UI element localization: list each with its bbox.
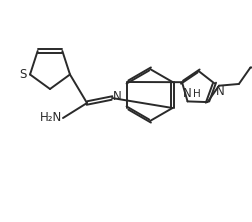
- Text: N: N: [113, 91, 122, 103]
- Text: N: N: [216, 85, 225, 98]
- Text: N: N: [183, 87, 192, 100]
- Text: H: H: [193, 89, 200, 99]
- Text: S: S: [20, 68, 27, 81]
- Text: H₂N: H₂N: [40, 111, 62, 125]
